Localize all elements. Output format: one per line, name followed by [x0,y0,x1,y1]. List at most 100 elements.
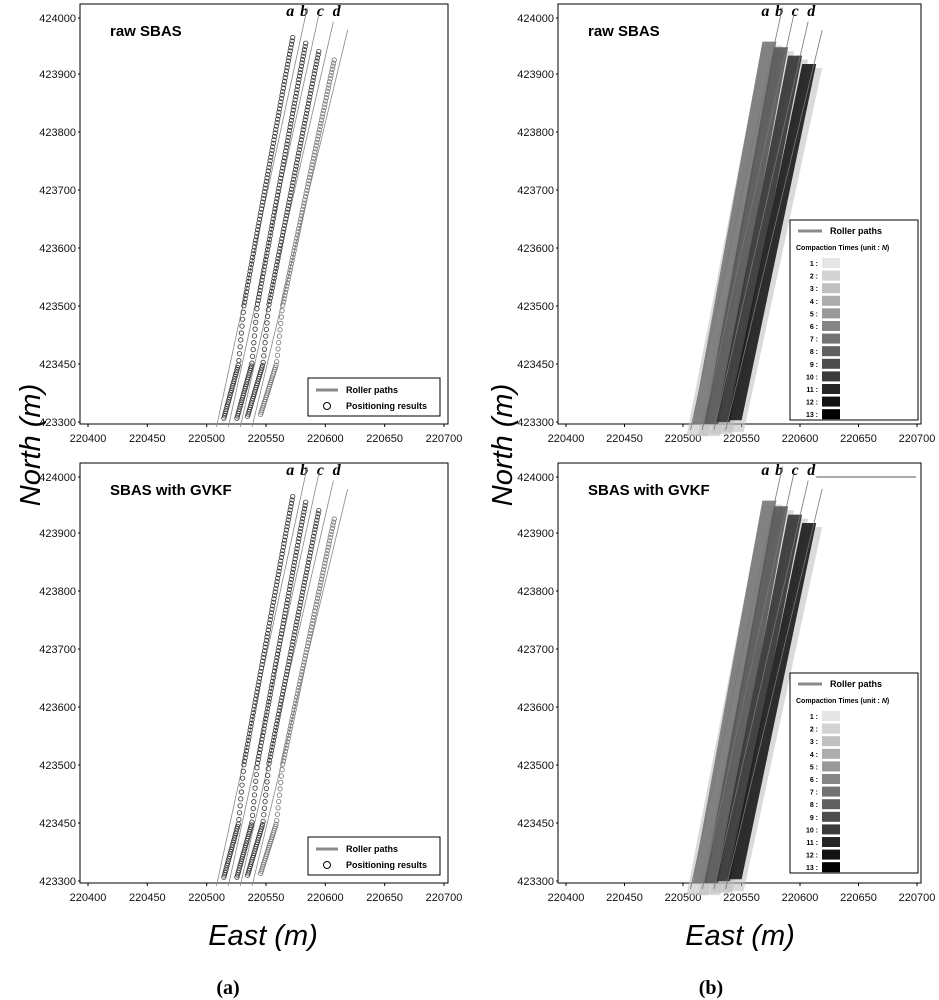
legend-level-swatch [822,837,840,847]
positioning-point [236,406,243,412]
positioning-point [310,155,317,161]
positioning-point [324,91,330,98]
legend-level-label: 5 : [810,764,818,771]
legend-level-label: 4 : [810,299,818,306]
positioning-point [273,126,279,133]
guide-line-b [701,13,795,431]
positioning-point [329,66,335,72]
positioning-point [240,851,246,858]
positioning-point [320,570,326,576]
positioning-point [290,107,296,113]
positioning-point [232,833,238,839]
positioning-point [253,312,259,319]
positioning-point [315,592,321,598]
subfigure-label-b: (b) [699,977,723,999]
positioning-point [273,658,279,664]
positioning-point [277,178,283,185]
positioning-point [283,212,290,219]
positioning-point [287,655,293,661]
positioning-point [263,333,269,339]
positioning-point [266,240,272,246]
positioning-point [316,589,322,595]
positioning-point [275,648,281,654]
positioning-point [293,622,299,628]
roller-band [704,47,789,425]
positioning-point [300,516,306,522]
positioning-point [323,95,329,101]
positioning-point [288,41,295,47]
positioning-point [235,410,241,417]
positioning-point [241,299,248,305]
positioning-point [280,761,286,767]
positioning-point [226,856,232,862]
positioning-point [268,685,274,691]
positioning-point [229,385,235,391]
positioning-point [243,840,249,846]
positioning-point [242,386,248,392]
positioning-point [226,397,232,403]
positioning-point [313,520,319,526]
positioning-point [314,514,321,520]
positioning-point [300,57,306,63]
positioning-point [263,785,269,792]
positioning-point [272,727,279,734]
positioning-point [272,272,278,278]
positioning-point [306,97,312,103]
x-axis-label-left: East (m) [208,920,318,952]
positioning-point [295,153,301,159]
positioning-point [253,778,259,784]
positioning-point [287,267,293,273]
positioning-point [261,189,268,195]
legend-line-label: Roller paths [830,226,882,236]
positioning-point [303,499,309,505]
legend-level-label: 10 : [806,827,818,834]
positioning-point [269,147,275,153]
positioning-point [230,383,236,389]
positioning-point [236,351,243,357]
positioning-point [276,339,282,346]
positioning-point [300,586,306,592]
positioning-point [285,58,291,64]
positioning-point [288,500,295,506]
y-tick-label: 423600 [517,702,554,714]
positioning-point [274,811,280,817]
positioning-point [266,623,272,630]
positioning-point [286,51,293,57]
y-tick-label: 423600 [39,702,76,714]
positioning-point [300,206,306,213]
positioning-point [296,681,303,687]
y-tick-label: 423300 [39,417,76,429]
positioning-point [298,675,304,681]
positioning-point [260,655,266,661]
guide-line-a [690,466,783,890]
positioning-point [285,517,291,523]
positioning-point [254,306,260,312]
positioning-point [280,544,286,550]
positioning-point [298,216,304,222]
positioning-point [252,240,258,247]
positioning-point [278,99,284,105]
y-tick-label: 423450 [517,359,554,371]
guide-line-a [690,7,783,431]
positioning-point [281,617,287,623]
positioning-point [279,691,286,697]
legend-level-label: 9 : [810,362,818,369]
positioning-point [261,192,267,198]
positioning-point [315,52,321,58]
positioning-point [246,272,253,278]
positioning-point [250,254,256,260]
positioning-point [286,55,292,61]
positioning-point [238,330,244,336]
positioning-point [319,573,325,579]
positioning-point [263,716,269,722]
positioning-point [289,114,295,120]
positioning-point [301,582,307,589]
positioning-point [316,586,323,592]
legend-level-label: 7 : [810,790,818,797]
y-tick-label: 423800 [39,127,76,139]
positioning-point [274,359,280,365]
positioning-point [246,275,252,281]
x-tick-label: 220650 [366,892,403,904]
x-tick-label: 220600 [782,892,819,904]
positioning-point [248,265,254,271]
